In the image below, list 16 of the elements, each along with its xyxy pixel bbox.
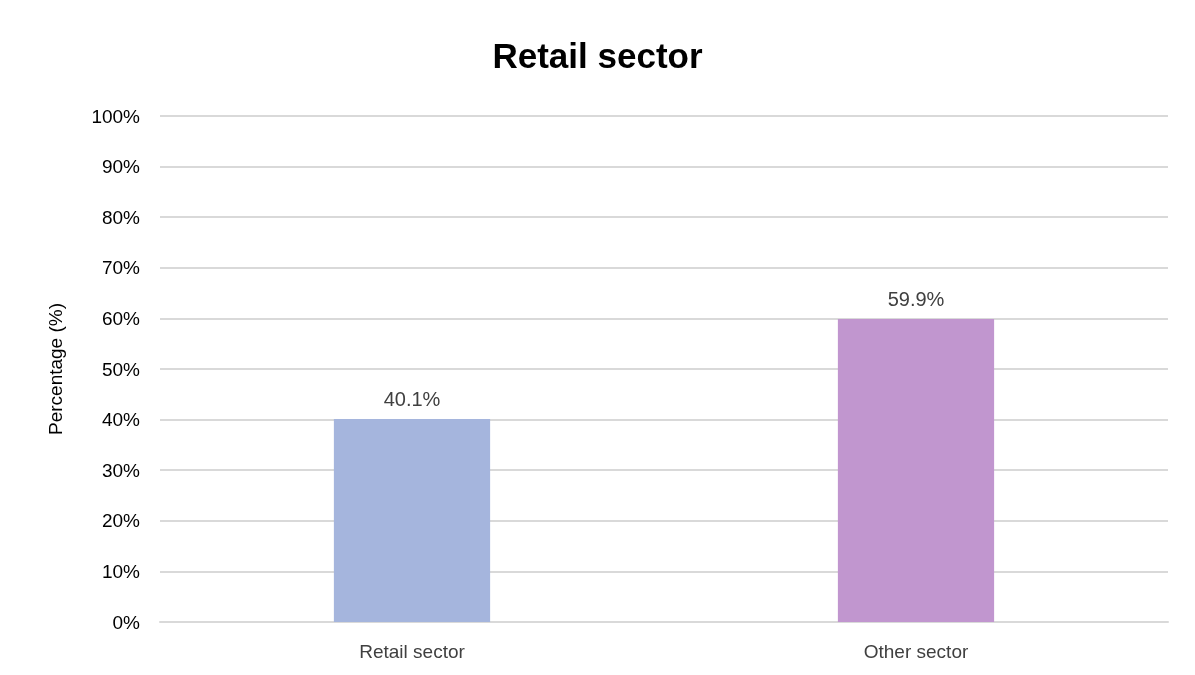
y-axis-title: Percentage (%) (45, 302, 66, 436)
y-tick-label: 40% (101, 409, 141, 431)
y-tick-label: 70% (101, 257, 141, 279)
y-tick-label: 60% (101, 307, 141, 329)
y-tick-label: 0% (112, 611, 141, 633)
data-label: 59.9% (887, 287, 945, 310)
y-tick-label: 10% (101, 560, 141, 582)
y-tick-label: 100% (91, 105, 141, 127)
data-label: 40.1% (383, 388, 441, 411)
y-tick-label: 90% (101, 156, 141, 178)
chart-title: Retail sector (492, 36, 703, 75)
y-tick-label: 30% (101, 459, 141, 481)
y-tick-label: 50% (101, 358, 141, 380)
y-tick-label: 80% (101, 206, 141, 228)
x-tick-label: Other sector (863, 641, 969, 662)
y-tick-label: 20% (101, 510, 141, 532)
